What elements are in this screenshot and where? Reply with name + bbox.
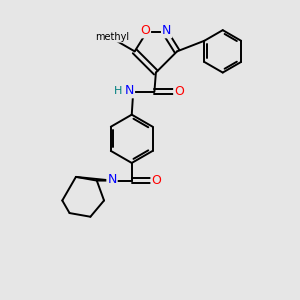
Text: N: N [107,173,117,186]
Text: O: O [140,24,150,37]
Text: O: O [174,85,184,98]
Text: N: N [162,24,171,37]
Text: N: N [125,84,134,97]
Text: methyl: methyl [95,32,129,42]
Text: O: O [152,174,161,187]
Text: H: H [114,86,123,96]
